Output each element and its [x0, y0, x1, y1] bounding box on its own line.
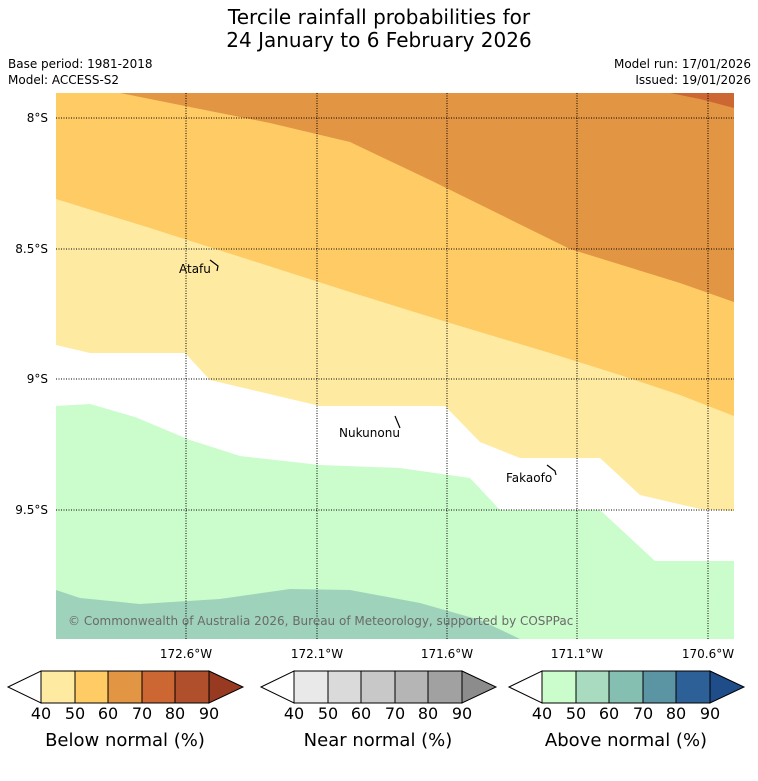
cb-above-swatch-4: [642, 670, 677, 704]
model-name: Model: ACCESS-S2: [8, 73, 120, 87]
cb-near-tick-70: 70: [384, 704, 406, 723]
cb-below-tick-70: 70: [131, 704, 153, 723]
cb-near-swatch-3: [360, 670, 396, 704]
lon-label-171-6w: 171.6°W: [420, 647, 474, 661]
cb-below-title: Below normal (%): [45, 730, 205, 751]
cb-below-swatch-5: [174, 670, 210, 704]
lon-label-172-1w: 172.1°W: [290, 647, 344, 661]
meta-left: Base period: 1981-2018 Model: ACCESS-S2: [8, 56, 153, 88]
map-title-line1: Tercile rainfall probabilities for: [227, 5, 531, 29]
cb-above-tick-70: 70: [632, 704, 654, 723]
meta-right: Model run: 17/01/2026 Issued: 19/01/2026: [614, 56, 751, 88]
nukunonu-atoll: [394, 415, 401, 429]
atafu-atoll: [209, 259, 219, 272]
colorbar-near: [259, 670, 498, 704]
cb-below-swatch-6: [208, 670, 245, 704]
place-atafu: Atafu: [179, 262, 211, 276]
map-title-line2: 24 January to 6 February 2026: [226, 28, 532, 52]
place-nukunonu: Nukunonu: [339, 426, 400, 440]
cb-near-swatch-4: [394, 670, 429, 704]
cb-below-tick-50: 50: [64, 704, 86, 723]
cb-near-swatch-5: [427, 670, 463, 704]
base-period: Base period: 1981-2018: [8, 57, 153, 71]
cb-above-swatch-1: [541, 670, 577, 704]
cb-below-swatch-1: [40, 670, 76, 704]
cb-near-tick-90: 90: [451, 704, 473, 723]
cb-below-tick-60: 60: [97, 704, 119, 723]
cb-near-tick-80: 80: [417, 704, 439, 723]
lat-label-8-5s: 8.5°S: [15, 242, 48, 256]
cb-near-swatch-1: [293, 670, 329, 704]
lat-label-9s: 9°S: [26, 372, 48, 386]
cb-below-tick-40: 40: [30, 704, 52, 723]
cb-near-swatch-0: [259, 670, 295, 704]
cb-above-swatch-3: [608, 670, 644, 704]
cb-above-swatch-0: [507, 670, 543, 704]
region-below-70: [120, 93, 734, 302]
region-above-50: [56, 589, 520, 639]
region-below-80: [670, 93, 734, 108]
place-fakaofo: Fakaofo: [506, 471, 553, 485]
cb-below-swatch-3: [107, 670, 143, 704]
cb-below-swatch-0: [6, 670, 42, 704]
cb-near-tick-50: 50: [317, 704, 339, 723]
cb-above-tick-80: 80: [665, 704, 687, 723]
cb-above-swatch-2: [575, 670, 610, 704]
colorbar-above: [507, 670, 746, 704]
cb-below-tick-80: 80: [164, 704, 186, 723]
cb-above-tick-50: 50: [565, 704, 587, 723]
cb-near-swatch-6: [461, 670, 498, 704]
cb-near-swatch-2: [327, 670, 362, 704]
lon-label-172-6w: 172.6°W: [159, 647, 213, 661]
cb-above-swatch-6: [709, 670, 746, 704]
cb-above-tick-90: 90: [699, 704, 721, 723]
fakaofo-atoll: [546, 464, 557, 476]
cb-above-tick-40: 40: [531, 704, 553, 723]
cb-below-tick-90: 90: [198, 704, 220, 723]
model-run: Model run: 17/01/2026: [613, 57, 751, 71]
cb-near-tick-60: 60: [350, 704, 372, 723]
lon-label-171-1w: 171.1°W: [550, 647, 604, 661]
graticule: [56, 93, 734, 639]
cb-above-title: Above normal (%): [544, 730, 708, 751]
issued-date: Issued: 19/01/2026: [635, 73, 751, 87]
lon-label-170-6w: 170.6°W: [681, 647, 735, 661]
cb-near-title: Near normal (%): [303, 730, 453, 751]
cb-above-tick-60: 60: [598, 704, 620, 723]
cb-above-swatch-5: [675, 670, 711, 704]
islands: [209, 259, 557, 476]
cb-near-tick-40: 40: [283, 704, 305, 723]
probability-map: [56, 93, 734, 639]
cb-below-swatch-4: [141, 670, 176, 704]
lat-label-8s: 8°S: [26, 111, 48, 125]
lat-label-9-5s: 9.5°S: [15, 503, 48, 517]
cb-below-swatch-2: [74, 670, 109, 704]
colorbar-below: [6, 670, 245, 704]
copyright-notice: © Commonwealth of Australia 2026, Bureau…: [68, 614, 574, 628]
